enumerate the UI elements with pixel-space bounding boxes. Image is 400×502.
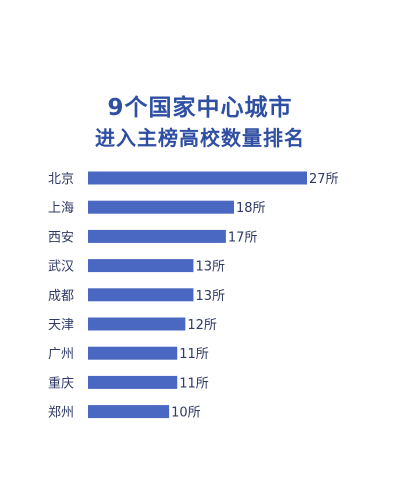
chart-title-line1: 9个国家中心城市 (107, 95, 293, 121)
category-label: 武汉 (48, 260, 74, 275)
value-label: 13所 (195, 260, 225, 275)
value-label: 18所 (236, 201, 266, 216)
bar (88, 200, 234, 214)
bar (88, 259, 194, 273)
category-label: 广州 (48, 347, 74, 362)
category-label: 上海 (48, 201, 74, 216)
value-label: 17所 (228, 230, 258, 245)
category-label: 北京 (48, 172, 74, 187)
value-label: 10所 (171, 406, 201, 421)
bar (88, 346, 178, 360)
value-label: 11所 (179, 376, 209, 391)
bar (88, 288, 194, 302)
bar (88, 229, 226, 243)
category-label: 重庆 (48, 375, 74, 391)
category-label: 成都 (48, 289, 74, 304)
value-label: 11所 (179, 347, 209, 362)
bar (88, 317, 186, 331)
bar (88, 171, 307, 185)
value-label: 12所 (187, 318, 217, 333)
chart-title-line2: 进入主榜高校数量排名 (95, 126, 305, 150)
bar (88, 405, 170, 419)
category-label: 郑州 (48, 406, 74, 421)
value-label: 13所 (195, 289, 225, 304)
value-label: 27所 (309, 172, 339, 187)
category-label: 天津 (48, 318, 74, 333)
bar (88, 375, 178, 389)
category-label: 西安 (48, 230, 74, 245)
